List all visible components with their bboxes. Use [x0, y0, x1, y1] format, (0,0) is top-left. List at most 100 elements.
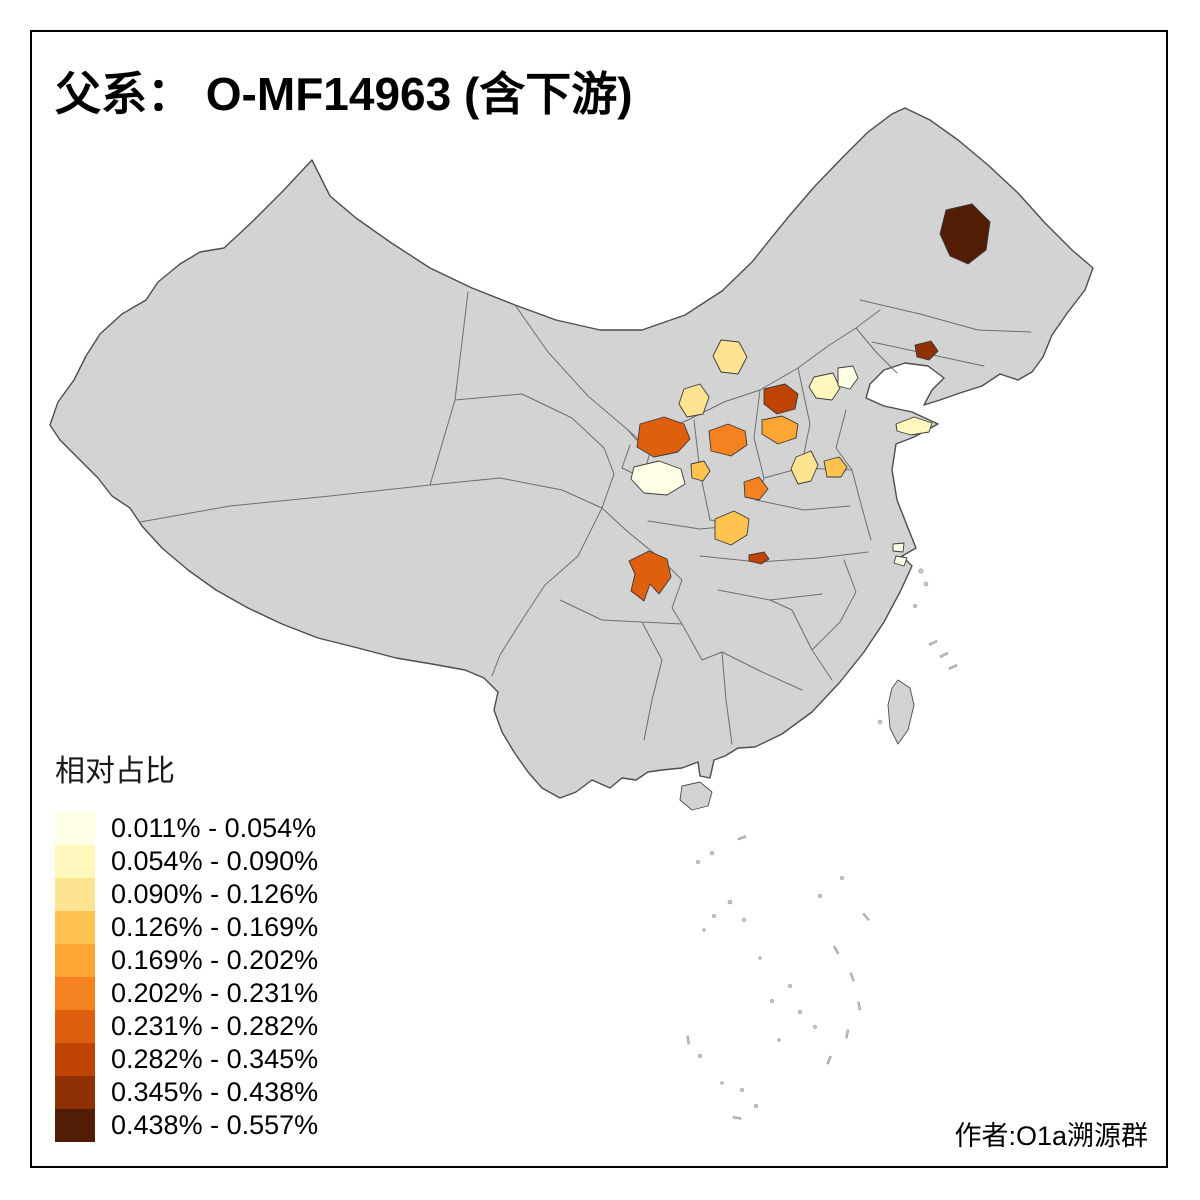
legend-label: 0.345% - 0.438%	[111, 1077, 319, 1107]
hainan-island	[679, 781, 713, 811]
taiwan-island	[887, 679, 915, 745]
legend-label: 0.202% - 0.231%	[111, 978, 319, 1008]
choropleth-region	[712, 339, 748, 375]
legend-label: 0.054% - 0.090%	[111, 846, 319, 876]
legend-title: 相对占比	[55, 755, 175, 788]
legend-label: 0.011% - 0.054%	[111, 813, 317, 843]
legend: 相对占比 0.011% - 0.054% 0.054% - 0.090% 0.0…	[55, 746, 318, 1142]
choropleth-regions	[628, 203, 991, 602]
island	[798, 1010, 802, 1014]
legend-item: 0.126% - 0.169%	[55, 911, 318, 944]
island	[712, 914, 716, 918]
choropleth-region	[630, 460, 686, 496]
legend-rows: 0.011% - 0.054% 0.054% - 0.090% 0.090% -…	[55, 812, 318, 1142]
legend-swatch	[55, 878, 95, 911]
island	[770, 999, 774, 1003]
island	[742, 918, 746, 922]
choropleth-region	[761, 415, 799, 445]
choropleth-region	[763, 383, 799, 415]
province-border-line	[429, 393, 615, 677]
legend-label: 0.126% - 0.169%	[111, 912, 319, 942]
island	[702, 928, 706, 932]
legend-item: 0.054% - 0.090%	[55, 845, 318, 878]
island	[696, 860, 700, 864]
figure-title: 父系： O-MF14963 (含下游)	[55, 68, 633, 120]
island	[727, 899, 733, 905]
choropleth-region	[808, 372, 841, 401]
province-border-line	[693, 367, 853, 521]
legend-swatch	[55, 977, 95, 1010]
island	[686, 1035, 691, 1045]
legend-swatch	[55, 1010, 95, 1043]
choropleth-region	[914, 340, 939, 361]
island	[857, 1001, 862, 1011]
choropleth-region	[678, 383, 710, 418]
choropleth-region	[939, 203, 991, 265]
legend-item: 0.202% - 0.231%	[55, 977, 318, 1010]
choropleth-region	[714, 510, 750, 546]
choropleth-region	[628, 550, 672, 602]
province-border-line	[514, 304, 881, 453]
island	[732, 1115, 742, 1120]
choropleth-region	[837, 365, 859, 390]
island	[737, 835, 747, 841]
choropleth-region	[790, 450, 819, 485]
island	[754, 1104, 758, 1108]
island	[918, 568, 924, 574]
legend-item: 0.011% - 0.054%	[55, 812, 318, 845]
island	[877, 719, 883, 725]
island	[939, 652, 949, 658]
legend-label: 0.169% - 0.202%	[111, 945, 319, 975]
legend-item: 0.090% - 0.126%	[55, 878, 318, 911]
island	[813, 1025, 817, 1029]
island	[948, 664, 958, 670]
choropleth-region	[690, 460, 711, 482]
island	[928, 640, 938, 646]
island	[832, 945, 840, 955]
small-islands	[686, 568, 958, 1120]
island	[862, 912, 870, 921]
legend-item: 0.231% - 0.282%	[55, 1010, 318, 1043]
choropleth-region	[823, 456, 848, 478]
legend-item: 0.282% - 0.345%	[55, 1043, 318, 1076]
legend-swatch	[55, 944, 95, 977]
choropleth-region	[743, 476, 769, 501]
choropleth-region	[636, 416, 691, 458]
legend-label: 0.231% - 0.282%	[111, 1011, 319, 1041]
legend-label: 0.090% - 0.126%	[111, 879, 319, 909]
island	[845, 1029, 850, 1039]
island	[710, 851, 714, 855]
choropleth-region	[748, 551, 770, 565]
legend-label: 0.282% - 0.345%	[111, 1044, 319, 1074]
legend-item: 0.169% - 0.202%	[55, 944, 318, 977]
choropleth-region	[892, 542, 905, 553]
legend-item: 0.345% - 0.438%	[55, 1076, 318, 1109]
province-border-line	[559, 507, 857, 745]
island	[788, 984, 792, 988]
island	[923, 581, 929, 587]
legend-swatch	[55, 1076, 95, 1109]
legend-label: 0.438% - 0.557%	[111, 1110, 319, 1140]
island	[913, 604, 917, 608]
island	[740, 1088, 744, 1092]
choropleth-region	[895, 416, 933, 436]
legend-swatch	[55, 845, 95, 878]
island	[777, 1038, 781, 1042]
choropleth-region	[708, 423, 748, 457]
legend-swatch	[55, 1043, 95, 1076]
author-credit: 作者:O1a溯源群	[954, 1121, 1148, 1151]
legend-swatch	[55, 812, 95, 845]
legend-item: 0.438% - 0.557%	[55, 1109, 318, 1142]
choropleth-region	[893, 555, 908, 567]
island	[720, 1081, 724, 1085]
legend-swatch	[55, 1109, 95, 1142]
island	[849, 972, 855, 982]
legend-swatch	[55, 911, 95, 944]
island	[840, 876, 844, 880]
island	[698, 1054, 702, 1058]
island	[818, 894, 822, 898]
island	[826, 1055, 832, 1065]
island	[758, 956, 762, 960]
